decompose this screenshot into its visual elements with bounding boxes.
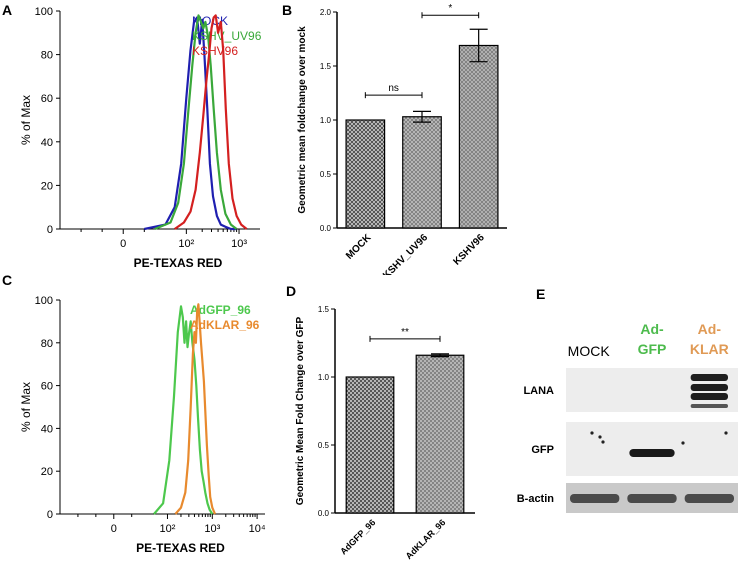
x-tick-label: AdKLAR_96: [404, 517, 448, 561]
band-lana: [690, 393, 728, 400]
band-actin: [627, 494, 677, 503]
band-actin: [570, 494, 620, 503]
x-tick-label: MOCK: [344, 232, 374, 262]
legend-entry: AdGFP_96: [190, 303, 251, 317]
panel-label-a: A: [2, 2, 13, 18]
bar-kshv96: [458, 44, 499, 229]
band-actin: [684, 494, 734, 503]
x-tick-label: KSHV96: [451, 232, 487, 268]
panel-label-c: C: [2, 272, 13, 288]
y-axis-title: Geometric Mean Fold Change over GFP: [295, 316, 306, 505]
x-tick-label: KSHV_UV96: [381, 232, 430, 275]
histogram-line-kshv96: [174, 14, 248, 230]
legend-entry: KSHV96: [192, 44, 238, 58]
y-tick-label: 2.0: [320, 8, 332, 17]
blot-speck: [681, 441, 685, 445]
blot-speck: [601, 440, 605, 444]
y-tick-label: 1.5: [318, 305, 330, 314]
blot-speck: [598, 435, 602, 439]
bar-chart-d: 0.0 0.5 1.0 1.5 Geometric Mean Fold Change o…: [295, 305, 475, 561]
y-tick-label: 0.0: [320, 224, 332, 233]
y-tick-label: 40: [41, 423, 53, 435]
y-tick-label: 0.5: [320, 170, 332, 179]
y-tick-label: 100: [35, 295, 53, 307]
x-axis-title: PE-TEXAS RED: [134, 256, 223, 270]
legend-entry: KSHV_UV96: [192, 29, 262, 43]
blot-row-label: GFP: [531, 444, 554, 456]
lane-label: Ad-: [698, 321, 722, 337]
y-tick-label: 60: [41, 381, 53, 393]
y-axis-title: % of Max: [19, 382, 33, 432]
lane-label: MOCK: [568, 343, 611, 359]
lane-label: GFP: [638, 341, 667, 357]
band-gfp: [629, 449, 675, 457]
y-tick-label: 0.5: [318, 441, 330, 450]
lane-label: KLAR: [690, 341, 729, 357]
bar-adklar-96: [415, 354, 465, 514]
y-tick-label: 0: [47, 509, 53, 521]
blot-row-label: LANA: [523, 385, 554, 397]
band-lana: [690, 374, 728, 381]
significance-label: **: [401, 327, 409, 338]
blot-speck: [724, 431, 728, 435]
x-tick-label: 0: [111, 523, 117, 535]
x-tick-label: 0: [120, 238, 126, 250]
western-blot: MOCK Ad- GFP Ad- KLAR LANA GFP B-actin: [517, 321, 738, 513]
y-tick-label: 1.0: [318, 373, 330, 382]
bar-kshv-uv96: [402, 116, 442, 229]
histogram-line-kshv-uv96: [154, 14, 238, 231]
significance-label: *: [448, 3, 452, 14]
histogram-line-adklar-96: [174, 303, 217, 515]
x-tick-label: 10³: [204, 523, 220, 535]
panel-label-e: E: [536, 286, 546, 302]
band-lana-faint: [690, 404, 728, 408]
y-tick-label: 0.0: [318, 509, 330, 518]
bar-adgfp-96: [345, 376, 395, 514]
x-tick-label: AdGFP_96: [338, 517, 377, 556]
y-tick-label: 1.5: [320, 62, 332, 71]
y-tick-label: 1.0: [320, 116, 332, 125]
y-tick-label: 0: [47, 224, 53, 236]
y-tick-label: 80: [41, 50, 53, 62]
histogram-line-adgfp-96: [153, 305, 214, 515]
y-tick-label: 20: [41, 180, 53, 192]
y-axis-title: Geometric mean foldchange over mock: [297, 26, 308, 214]
y-tick-label: 40: [41, 137, 53, 149]
x-tick-label: 10³: [231, 238, 247, 250]
bar-chart-b: 0.0 0.5 1.0 1.5 2.0 Geometric mean foldchange…: [297, 3, 507, 275]
panel-label-b: B: [282, 2, 293, 18]
band-lana: [690, 384, 728, 391]
x-tick-label: 10²: [178, 238, 194, 250]
bar-mock: [345, 119, 386, 229]
x-tick-label: 10²: [160, 523, 176, 535]
histogram-line-mock: [144, 16, 237, 231]
legend-entry: AdKLAR_96: [190, 318, 260, 332]
y-tick-label: 100: [35, 6, 53, 18]
blot-speck: [590, 431, 594, 435]
significance-label: ns: [388, 83, 399, 94]
y-tick-label: 80: [41, 338, 53, 350]
y-axis-title: % of Max: [19, 95, 33, 145]
histogram-chart-c: 0 20 40 60 80 100 0 10² 10³ 10⁴ PE-TEXAS RED % of M…: [19, 295, 266, 555]
panel-label-d: D: [286, 283, 297, 299]
x-axis-title: PE-TEXAS RED: [136, 541, 225, 555]
lane-label: Ad-: [640, 321, 664, 337]
blot-row-label: B-actin: [517, 493, 555, 505]
y-tick-label: 20: [41, 466, 53, 478]
y-tick-label: 60: [41, 93, 53, 105]
x-tick-label: 10⁴: [249, 523, 266, 535]
